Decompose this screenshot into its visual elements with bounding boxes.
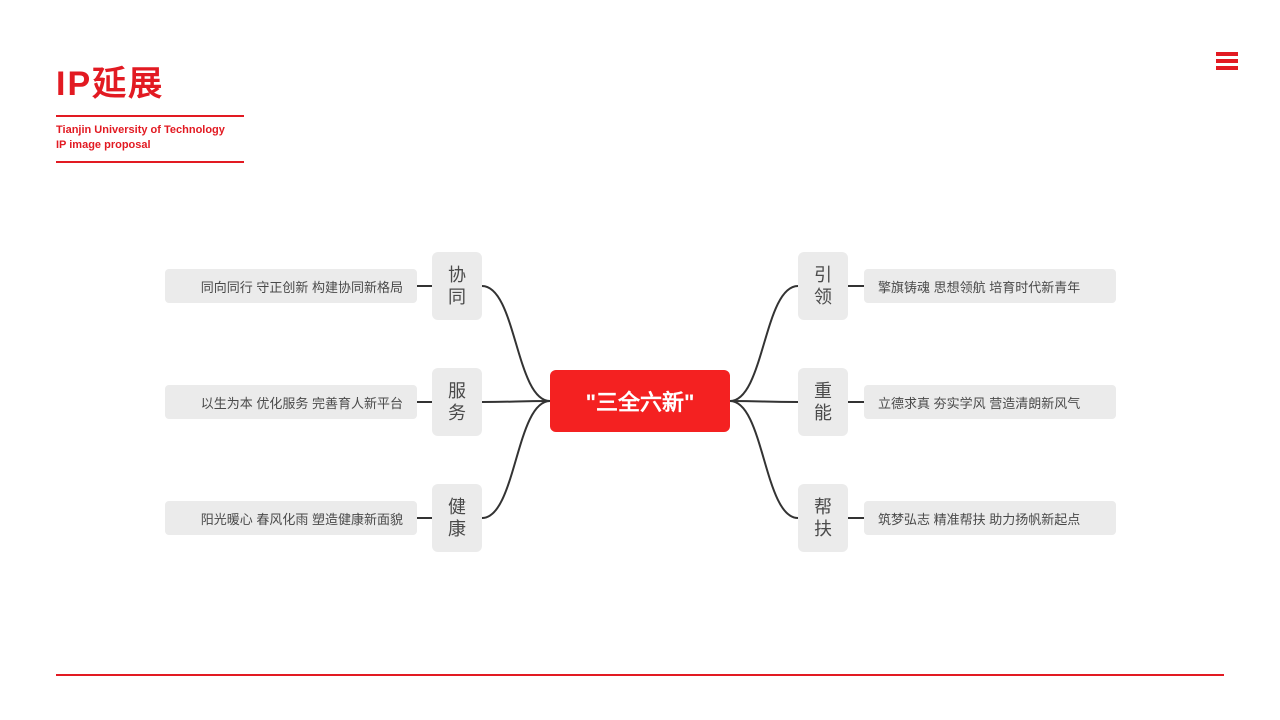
branch-node-r1: 引领 [798,252,848,320]
branch-node-r2: 重能 [798,368,848,436]
leaf-l2: 以生为本 优化服务 完善育人新平台 [165,385,417,419]
branch-node-r3: 帮扶 [798,484,848,552]
branch-node-l3: 健康 [432,484,482,552]
mindmap-diagram: "三全六新" 协同同向同行 守正创新 构建协同新格局服务以生为本 优化服务 完善育… [0,0,1280,720]
slide: IP延展 Tianjin University of Technology IP… [0,0,1280,720]
connector-lines [0,0,1280,720]
leaf-r3: 筑梦弘志 精准帮扶 助力扬帆新起点 [864,501,1116,535]
bottom-rule [56,674,1224,676]
branch-node-l1: 协同 [432,252,482,320]
branch-node-l2: 服务 [432,368,482,436]
leaf-r2: 立德求真 夯实学风 营造清朗新风气 [864,385,1116,419]
leaf-l3: 阳光暖心 春风化雨 塑造健康新面貌 [165,501,417,535]
leaf-l1: 同向同行 守正创新 构建协同新格局 [165,269,417,303]
center-node: "三全六新" [550,370,730,432]
leaf-r1: 擎旗铸魂 思想领航 培育时代新青年 [864,269,1116,303]
